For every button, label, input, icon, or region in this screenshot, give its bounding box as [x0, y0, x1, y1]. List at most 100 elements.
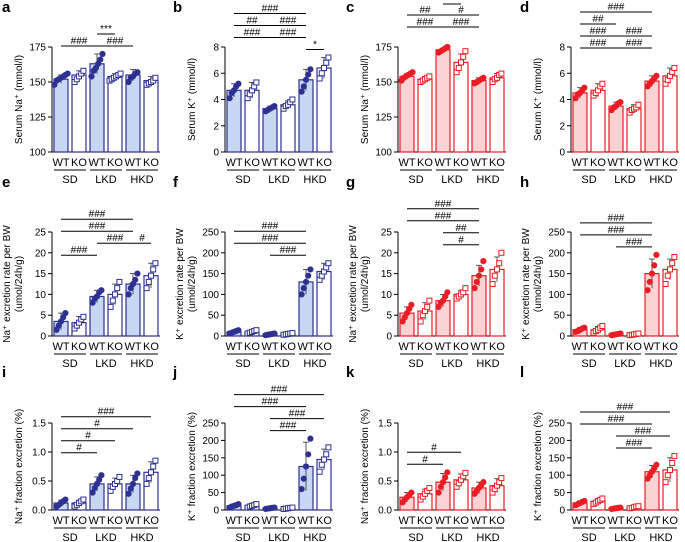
y-tick-label: 0 — [386, 332, 392, 343]
data-point — [669, 260, 676, 267]
y-tick-label: 1.5 — [32, 419, 46, 430]
genotype-label: KO — [590, 341, 606, 353]
data-point — [316, 75, 323, 82]
significance-label: ### — [244, 28, 261, 39]
significance-label: # — [422, 454, 428, 465]
data-point — [125, 291, 132, 298]
data-point — [653, 251, 660, 258]
y-tick-label: 0 — [213, 506, 219, 517]
data-point — [152, 457, 159, 464]
genotype-label: KO — [71, 157, 87, 169]
genotype-label: KO — [489, 157, 505, 169]
y-tick-label: 0 — [559, 332, 565, 343]
data-point — [671, 65, 678, 71]
genotype-label: KO — [316, 515, 332, 527]
data-point — [298, 291, 305, 298]
y-tick-label: 2 — [213, 121, 219, 132]
panel-label: j — [172, 364, 177, 381]
data-point — [253, 501, 260, 508]
data-point — [475, 272, 483, 279]
data-point — [307, 66, 314, 73]
group-label: SD — [581, 358, 596, 370]
genotype-label: KO — [417, 515, 433, 527]
genotype-label: WT — [470, 515, 487, 527]
significance-label: * — [313, 40, 317, 51]
group-label: LKD — [95, 532, 116, 542]
y-tick-label: 1.5 — [378, 419, 392, 430]
genotype-label: KO — [626, 515, 642, 527]
genotype-label: WT — [124, 341, 141, 353]
data-point — [114, 285, 121, 292]
genotype-label: WT — [261, 341, 278, 353]
significance-label: ### — [89, 221, 106, 232]
group-label: HKD — [303, 174, 326, 186]
genotype-label: WT — [434, 341, 451, 353]
bar — [489, 77, 505, 153]
y-tick-label: 50 — [208, 311, 220, 322]
genotype-label: WT — [225, 157, 242, 169]
data-point — [125, 490, 132, 497]
bar — [107, 75, 123, 153]
data-point — [480, 479, 487, 486]
y-axis-label: Na⁺ excretion rate per BW — [2, 225, 13, 343]
panel-i: i 0.0 0.5 1.0 1.5 Na⁺ fraction excretion (%) W… — [2, 364, 160, 542]
y-tick-label: 0.5 — [378, 477, 392, 488]
y-axis-label: Serum Na⁺ (mmol/l) — [14, 55, 25, 144]
y-tick-label: 0 — [559, 148, 565, 159]
data-point — [300, 475, 307, 482]
genotype-label: WT — [398, 515, 415, 527]
group-label: LKD — [268, 358, 289, 370]
y-tick-label: 50 — [554, 488, 566, 499]
significance-label: ### — [626, 237, 643, 248]
y-tick-label: 10 — [381, 290, 393, 301]
significance-label: ### — [71, 245, 88, 256]
genotype-label: WT — [52, 515, 69, 527]
data-point — [455, 65, 462, 71]
group-label: SD — [581, 532, 596, 542]
group-label: HKD — [649, 174, 672, 186]
genotype-label: KO — [417, 341, 433, 353]
group-label: LKD — [268, 174, 289, 186]
data-point — [143, 480, 150, 487]
data-point — [617, 504, 624, 511]
y-tick-label: 250 — [202, 228, 219, 239]
data-point — [145, 278, 152, 285]
data-point — [617, 99, 624, 106]
genotype-label: KO — [453, 157, 469, 169]
genotype-label: WT — [297, 515, 314, 527]
data-point — [316, 468, 323, 475]
genotype-label: WT — [297, 341, 314, 353]
panel-label: a — [2, 0, 11, 16]
data-point — [635, 101, 642, 108]
data-point — [62, 496, 69, 503]
significance-label: # — [139, 233, 145, 244]
data-point — [444, 289, 451, 296]
data-point — [305, 71, 312, 78]
bar — [453, 61, 469, 153]
data-point — [651, 262, 658, 269]
group-label: HKD — [476, 174, 499, 186]
group-label: HKD — [130, 358, 153, 370]
data-point — [134, 69, 141, 76]
significance-label: ### — [453, 17, 470, 28]
group-label: LKD — [95, 174, 116, 186]
y-tick-label: 200 — [202, 248, 219, 259]
genotype-label: WT — [297, 157, 314, 169]
significance-label: ### — [98, 407, 115, 418]
data-point — [107, 303, 114, 310]
data-point — [302, 463, 310, 470]
bar — [125, 74, 141, 153]
group-label: SD — [62, 532, 77, 542]
significance-label: ### — [626, 26, 643, 37]
panel-f: f 0 50 100 150 200 250 K⁺ excretion rate per BW… — [173, 174, 333, 370]
y-tick-label: 0.0 — [378, 506, 392, 517]
y-tick-label: 2 — [559, 121, 565, 132]
panel-g: g 0 5 10 15 20 25 Na⁺ excretion rate per BW (umo… — [346, 174, 506, 370]
genotype-label: KO — [280, 157, 296, 169]
genotype-label: WT — [607, 341, 624, 353]
genotype-label: WT — [398, 341, 415, 353]
data-point — [489, 281, 496, 287]
significance-label: ### — [626, 38, 643, 49]
y-tick-label: 150 — [548, 453, 565, 464]
